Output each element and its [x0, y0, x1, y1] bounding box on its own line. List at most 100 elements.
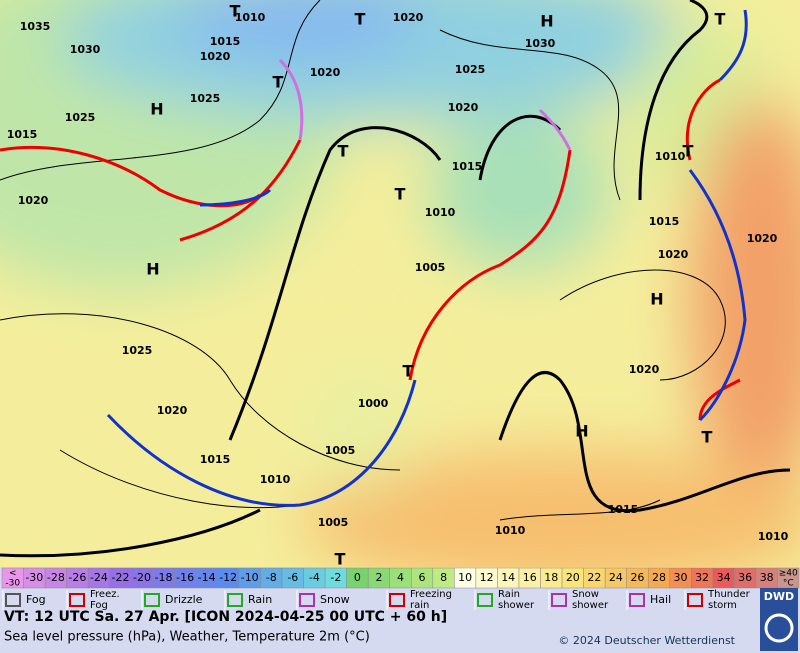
scale-label: °C	[783, 579, 794, 589]
legend-label: Freezing	[410, 589, 452, 600]
fronts	[0, 9, 748, 507]
legend-label: Fog	[26, 593, 46, 606]
legend-icon	[389, 593, 405, 607]
scale-label: 6	[419, 571, 426, 584]
scale-label: 30	[674, 571, 688, 584]
legend-label: Freez.	[90, 589, 120, 600]
scale-label: 22	[587, 571, 601, 584]
isobar-label: 1005	[325, 444, 356, 457]
isobar-label: 1020	[157, 404, 188, 417]
isobar-label: 1035	[20, 20, 51, 33]
scale-label: 38	[760, 571, 774, 584]
legend-label: Drizzle	[165, 593, 203, 606]
pressure-center: T	[683, 142, 694, 161]
pressure-center: T	[715, 10, 726, 29]
legend-icon	[629, 593, 645, 607]
isobar-label: 1005	[318, 516, 349, 529]
scale-label: 36	[738, 571, 752, 584]
scale-label: 10	[458, 571, 472, 584]
main-isobars	[0, 0, 791, 558]
isobar-label: 1020	[18, 194, 49, 207]
isobar-label: 1020	[393, 11, 424, 24]
isobar-label: 1010	[260, 473, 291, 486]
scale-label: -12	[219, 571, 237, 584]
scale-label: -20	[133, 571, 151, 584]
isobar-label: 1020	[310, 66, 341, 79]
isobars	[0, 0, 726, 521]
legend-icon	[144, 593, 160, 607]
pressure-center: T	[230, 2, 241, 21]
legend-label: Fog	[90, 600, 108, 611]
scale-label: -16	[176, 571, 194, 584]
scale-label: -30	[25, 571, 43, 584]
legend-icon	[227, 593, 243, 607]
legend-icon	[551, 593, 567, 607]
legend-label: Thunder	[707, 589, 751, 600]
isobar-label: 1015	[200, 453, 231, 466]
scale-label: ≥40	[779, 569, 798, 579]
isobar-label: 1020	[200, 50, 231, 63]
legend-icon	[477, 593, 493, 607]
pressure-center: T	[403, 362, 414, 381]
legend-icon	[5, 593, 21, 607]
scale-label: -2	[330, 571, 341, 584]
scale-label: -6	[287, 571, 298, 584]
legend-label: Rain	[248, 593, 272, 606]
pressure-center: T	[395, 185, 406, 204]
scale-label: 16	[523, 571, 537, 584]
pressure-center: T	[355, 10, 366, 29]
legend-label: Rain	[498, 589, 520, 600]
pressure-center: T	[273, 73, 284, 92]
scale-label: 20	[566, 571, 580, 584]
logo-text: DWD	[764, 590, 794, 603]
isobar-label: 1015	[7, 128, 38, 141]
isobar-label: 1030	[525, 37, 556, 50]
logo-swirl	[764, 613, 794, 643]
isobar-label: 1010	[235, 11, 266, 24]
legend-icon	[69, 593, 85, 607]
isobar-label: 1020	[448, 101, 479, 114]
scale-label: <	[9, 569, 17, 579]
scale-label: 26	[630, 571, 644, 584]
legend-label: Snow	[572, 589, 599, 600]
isobar-label: 1025	[65, 111, 96, 124]
legend-label: storm	[708, 600, 737, 611]
isobar-label: 1020	[658, 248, 689, 261]
weather-legend: Fog Freez.Fog Drizzle Rain Snow FreezingrainR…	[2, 589, 751, 611]
scale-label: -28	[47, 571, 65, 584]
scale-label: -30	[5, 579, 20, 589]
scale-label: 34	[717, 571, 731, 584]
scale-label: -8	[266, 571, 277, 584]
legend-label: Snow	[320, 593, 350, 606]
legend-icon	[687, 593, 703, 607]
scale-label: 8	[440, 571, 447, 584]
isobar-label: 1010	[758, 530, 789, 543]
scale-label: 0	[354, 571, 361, 584]
isobar-label: 1025	[190, 92, 221, 105]
legend-icon	[299, 593, 315, 607]
scale-label: -10	[241, 571, 259, 584]
scale-label: 18	[544, 571, 558, 584]
pressure-center: H	[540, 12, 553, 31]
legend-label: shower	[572, 600, 609, 611]
scale-label: 24	[609, 571, 623, 584]
isobar-label: 1010	[655, 150, 686, 163]
scale-label: -26	[68, 571, 86, 584]
isobar-label: 1015	[210, 35, 241, 48]
valid-time: VT: 12 UTC Sa. 27 Apr. [ICON 2024-04-25 …	[4, 609, 447, 625]
isobar-label: 1020	[629, 363, 660, 376]
isobar-label: 1015	[452, 160, 483, 173]
isobar-label: 1015	[649, 215, 680, 228]
pressure-center: H	[575, 422, 588, 441]
scale-label: -18	[155, 571, 173, 584]
pressure-center: T	[335, 550, 346, 569]
isobar-label: 1020	[747, 232, 778, 245]
pressure-center: H	[146, 260, 159, 279]
isobar-label: 1015	[608, 503, 639, 516]
scale-label: -22	[111, 571, 129, 584]
scale-label: 28	[652, 571, 666, 584]
isobar-label: 1025	[455, 63, 486, 76]
isobar-label: 1010	[425, 206, 456, 219]
isobar-label: 1010	[495, 524, 526, 537]
